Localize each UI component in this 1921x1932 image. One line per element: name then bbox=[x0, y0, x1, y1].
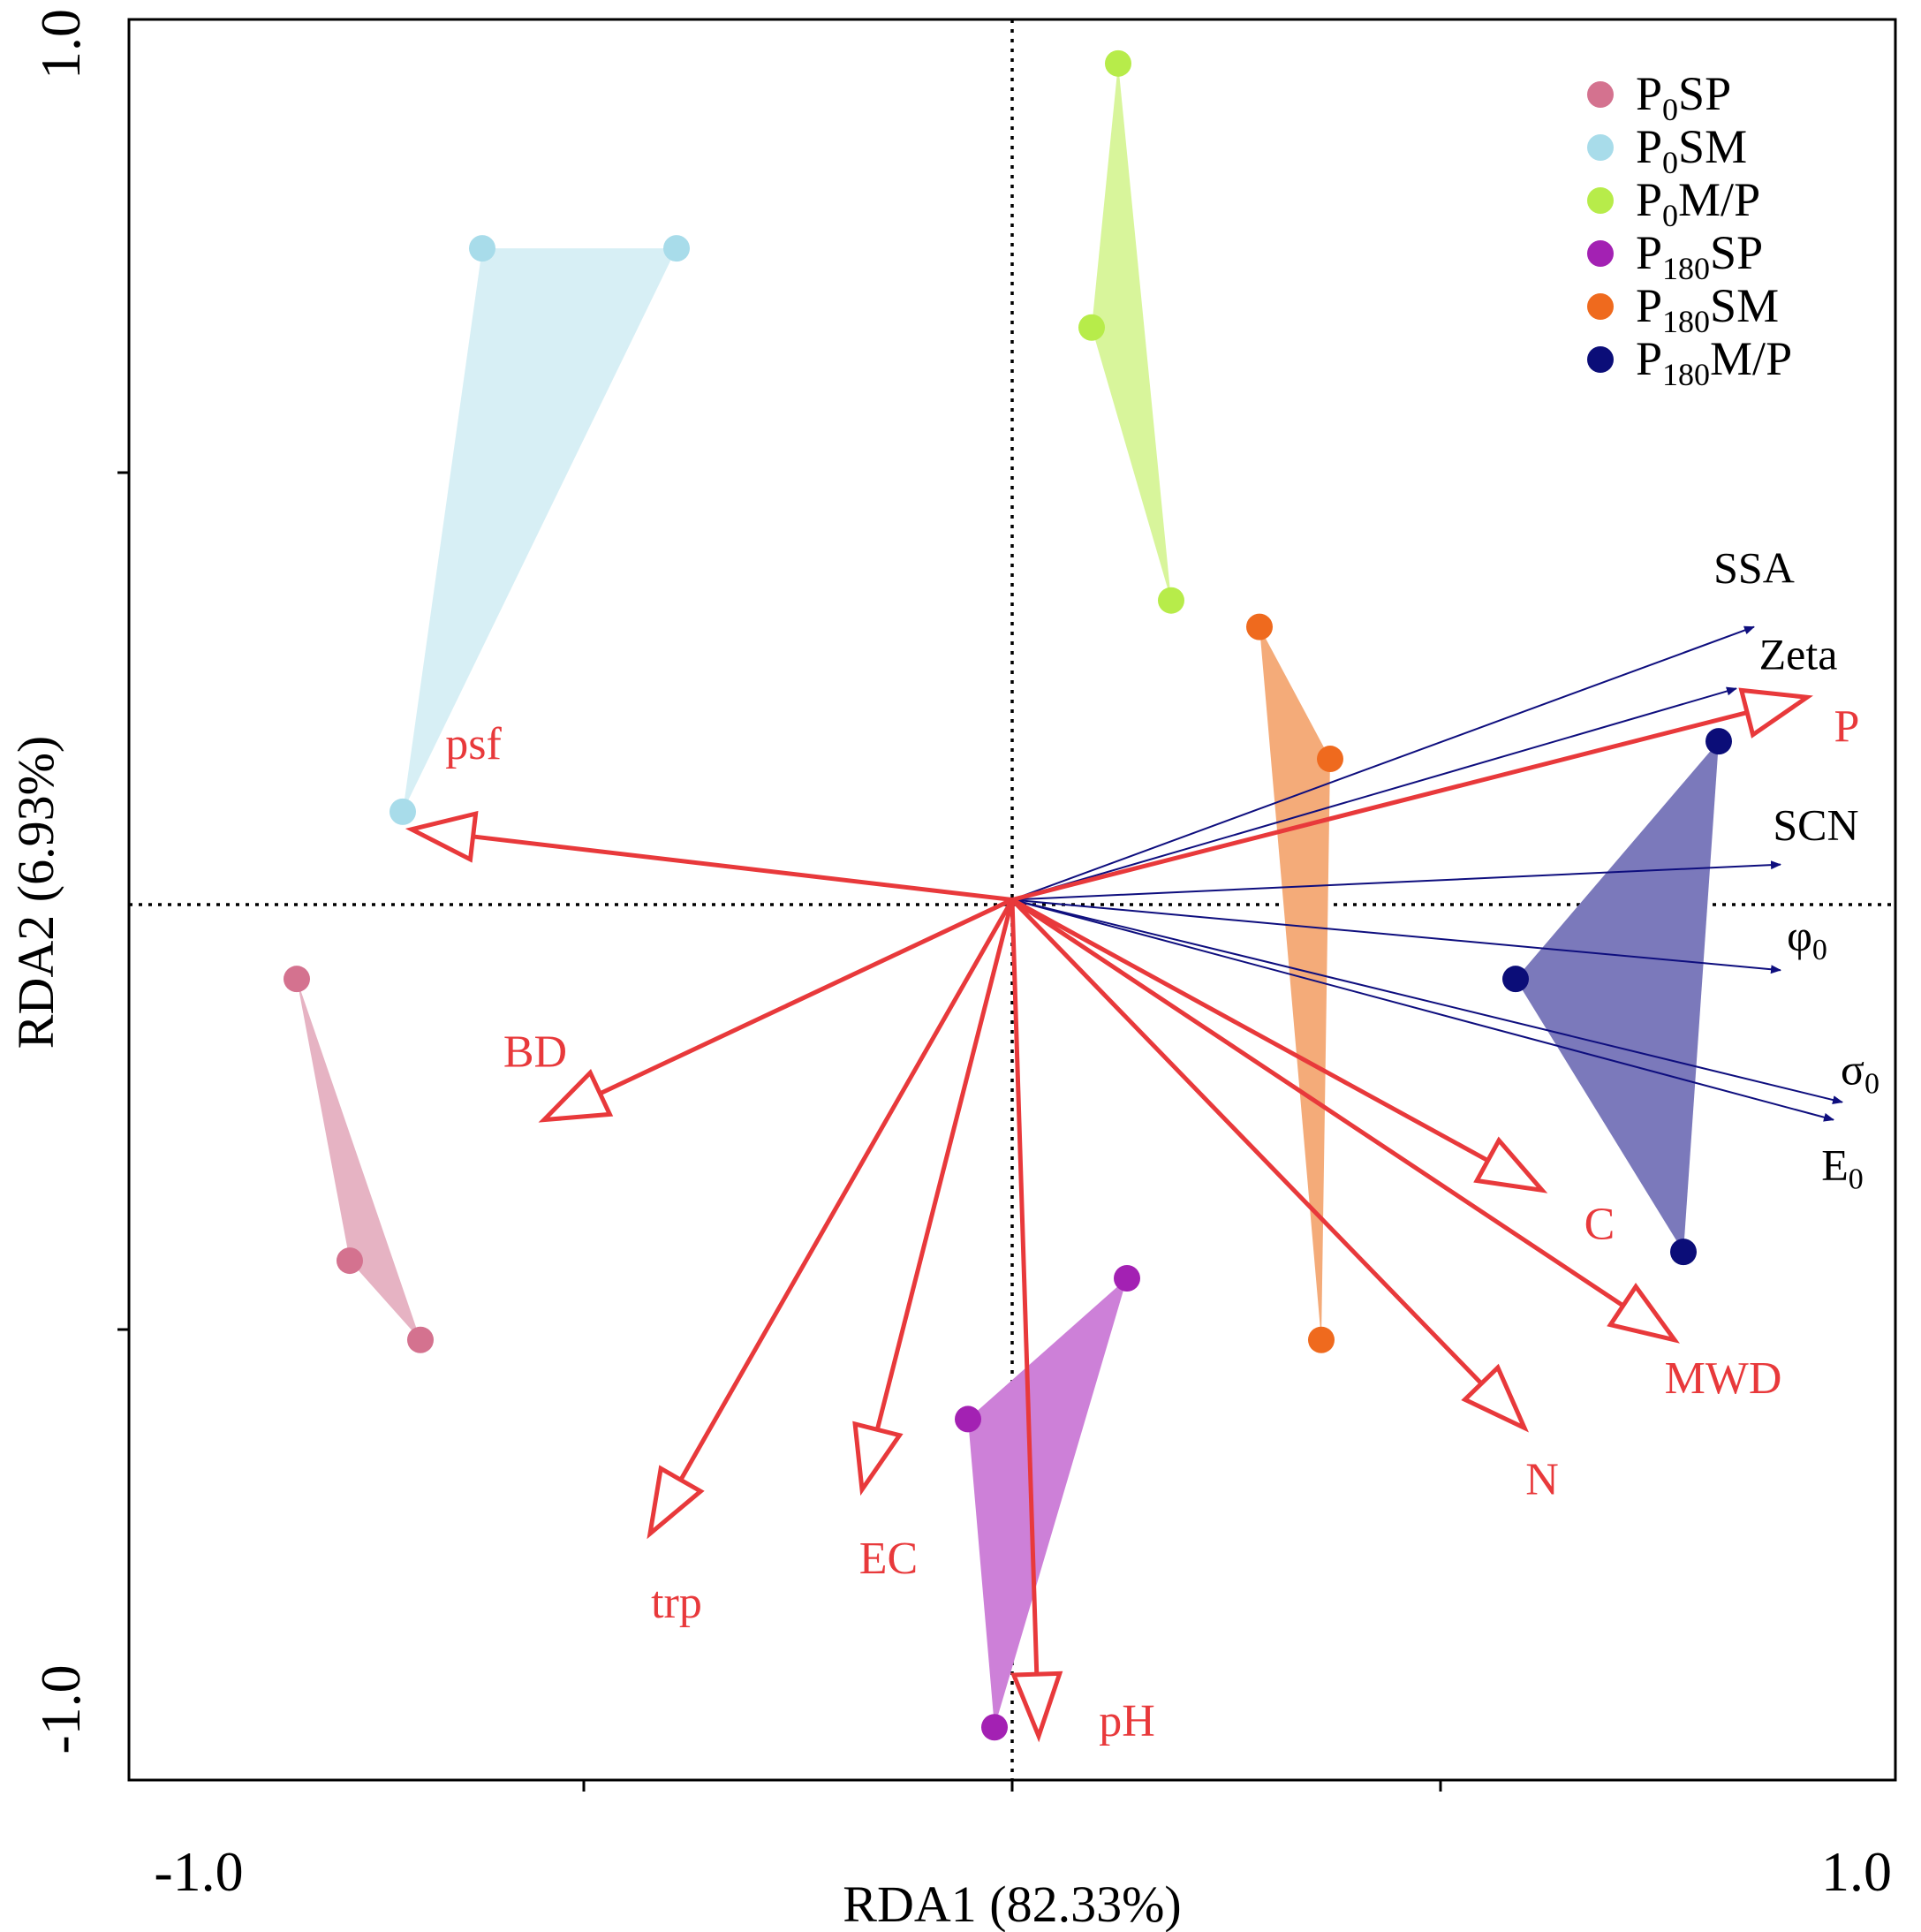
legend-label-p0sm: P0SM bbox=[1636, 120, 1747, 180]
explanatory-label-mwd: MWD bbox=[1665, 1353, 1782, 1404]
point-p180sm-3 bbox=[1308, 1326, 1335, 1353]
explanatory-arrowhead-c bbox=[1473, 1136, 1548, 1193]
explanatory-label-ec: EC bbox=[859, 1534, 918, 1584]
point-p180m-p-2 bbox=[1502, 966, 1529, 993]
explanatory-vector-ec bbox=[874, 898, 1015, 1430]
legend-label-p0sp: P0SP bbox=[1636, 67, 1731, 127]
point-p180sm-1 bbox=[1246, 613, 1273, 640]
explanatory-arrowhead-mwd bbox=[1607, 1283, 1680, 1344]
point-p0sm-2 bbox=[663, 235, 690, 262]
response-vector-ssa bbox=[1011, 625, 1755, 901]
legend-item-p180sm: P180SM bbox=[1587, 279, 1779, 339]
explanatory-vector-mwd bbox=[1010, 898, 1625, 1308]
legend-item-p180sp: P180SP bbox=[1587, 226, 1763, 286]
response-label-sym: φ0 bbox=[1787, 911, 1827, 966]
point-p180sp-2 bbox=[955, 1405, 981, 1433]
legend-marker-p0m-p bbox=[1587, 187, 1614, 214]
explanatory-arrowhead-p bbox=[1738, 687, 1813, 739]
legend-item-p0sm: P0SM bbox=[1587, 120, 1747, 180]
point-p0m-p-3 bbox=[1158, 587, 1184, 614]
response-vector-zeta bbox=[1011, 686, 1737, 901]
explanatory-arrowhead-psf bbox=[405, 810, 479, 863]
explanatory-label-trp: trp bbox=[651, 1578, 702, 1628]
legend-marker-p0sp bbox=[1587, 81, 1614, 108]
explanatory-vector-c bbox=[1010, 898, 1489, 1163]
hull-p180sm bbox=[1259, 626, 1330, 1340]
legend-marker-p180sp bbox=[1587, 240, 1614, 267]
legend-item-p180m-p: P180M/P bbox=[1587, 332, 1792, 392]
explanatory-label-bd: BD bbox=[503, 1027, 567, 1078]
hull-p180sp bbox=[968, 1278, 1127, 1728]
sample-points bbox=[284, 49, 1732, 1741]
legend-label-p180sm: P180SM bbox=[1636, 279, 1779, 339]
group-hulls bbox=[297, 63, 1719, 1728]
point-p0m-p-1 bbox=[1105, 49, 1131, 77]
explanatory-arrowhead-bd bbox=[538, 1068, 614, 1123]
point-p0m-p-2 bbox=[1078, 314, 1105, 341]
x-axis-title: RDA1 (82.33%) bbox=[843, 1875, 1181, 1932]
hull-p0sm bbox=[403, 248, 677, 812]
explanatory-arrowhead-trp bbox=[647, 1465, 705, 1540]
point-p0sp-1 bbox=[284, 966, 310, 993]
response-label-e: E0 bbox=[1821, 1140, 1864, 1196]
legend-marker-p0sm bbox=[1587, 134, 1614, 161]
y-axis-title: RDA2 (6.93%) bbox=[7, 736, 64, 1049]
point-p180sp-3 bbox=[981, 1714, 1008, 1741]
explanatory-vector-ph bbox=[1010, 899, 1040, 1675]
y-tick-label-max: 1.0 bbox=[29, 9, 92, 80]
explanatory-label-ph: pH bbox=[1099, 1696, 1155, 1746]
explanatory-arrowhead-n bbox=[1461, 1363, 1530, 1433]
response-label-scn: SCN bbox=[1773, 800, 1858, 850]
explanatory-label-p: P bbox=[1834, 701, 1860, 752]
y-tick-label-min: -1.0 bbox=[29, 1664, 92, 1754]
explanatory-vectors bbox=[405, 687, 1813, 1743]
point-p180sm-2 bbox=[1317, 746, 1343, 773]
explanatory-label-c: C bbox=[1584, 1199, 1615, 1249]
legend-marker-p180sm bbox=[1587, 293, 1614, 320]
explanatory-vector-psf bbox=[473, 834, 1013, 902]
legend-label-p180sp: P180SP bbox=[1636, 226, 1763, 286]
hull-p180m-p bbox=[1516, 741, 1719, 1253]
response-vector-sym bbox=[1011, 898, 1781, 974]
point-p0sp-2 bbox=[337, 1247, 363, 1275]
explanatory-vector-n bbox=[1010, 898, 1484, 1385]
tick-marks bbox=[117, 471, 1442, 1792]
legend-item-p0m-p: P0M/P bbox=[1587, 173, 1760, 233]
response-label-ssa: SSA bbox=[1713, 543, 1795, 593]
x-tick-label-min: -1.0 bbox=[154, 1840, 243, 1903]
explanatory-vector-p bbox=[1011, 710, 1748, 902]
x-tick-label-max: 1.0 bbox=[1821, 1840, 1892, 1903]
legend-label-p0m-p: P0M/P bbox=[1636, 173, 1760, 233]
point-p0sm-3 bbox=[389, 798, 416, 825]
point-p180m-p-3 bbox=[1670, 1239, 1697, 1266]
point-p0sm-1 bbox=[469, 235, 495, 262]
response-vector-e bbox=[1011, 898, 1834, 1122]
point-p180m-p-1 bbox=[1705, 728, 1732, 755]
legend-label-p180m-p: P180M/P bbox=[1636, 332, 1792, 392]
response-label-sym: σ0 bbox=[1841, 1045, 1879, 1101]
explanatory-vector-trp bbox=[678, 898, 1015, 1481]
legend-item-p0sp: P0SP bbox=[1587, 67, 1731, 127]
point-p0sp-3 bbox=[407, 1326, 434, 1353]
explanatory-arrowhead-ph bbox=[1010, 1671, 1063, 1743]
explanatory-vector-bd bbox=[599, 898, 1014, 1096]
hull-p0m-p bbox=[1092, 63, 1171, 601]
hull-p0sp bbox=[297, 979, 420, 1340]
response-vector-scn bbox=[1011, 860, 1781, 901]
explanatory-label-psf: psf bbox=[445, 719, 502, 769]
response-vectors bbox=[1011, 625, 1843, 1122]
legend-marker-p180m-p bbox=[1587, 346, 1614, 373]
point-p180sp-1 bbox=[1114, 1264, 1140, 1292]
response-vector-sym bbox=[1011, 898, 1843, 1104]
explanatory-arrowhead-ec bbox=[852, 1421, 904, 1496]
response-label-zeta: Zeta bbox=[1759, 629, 1838, 678]
explanatory-label-n: N bbox=[1525, 1454, 1559, 1504]
